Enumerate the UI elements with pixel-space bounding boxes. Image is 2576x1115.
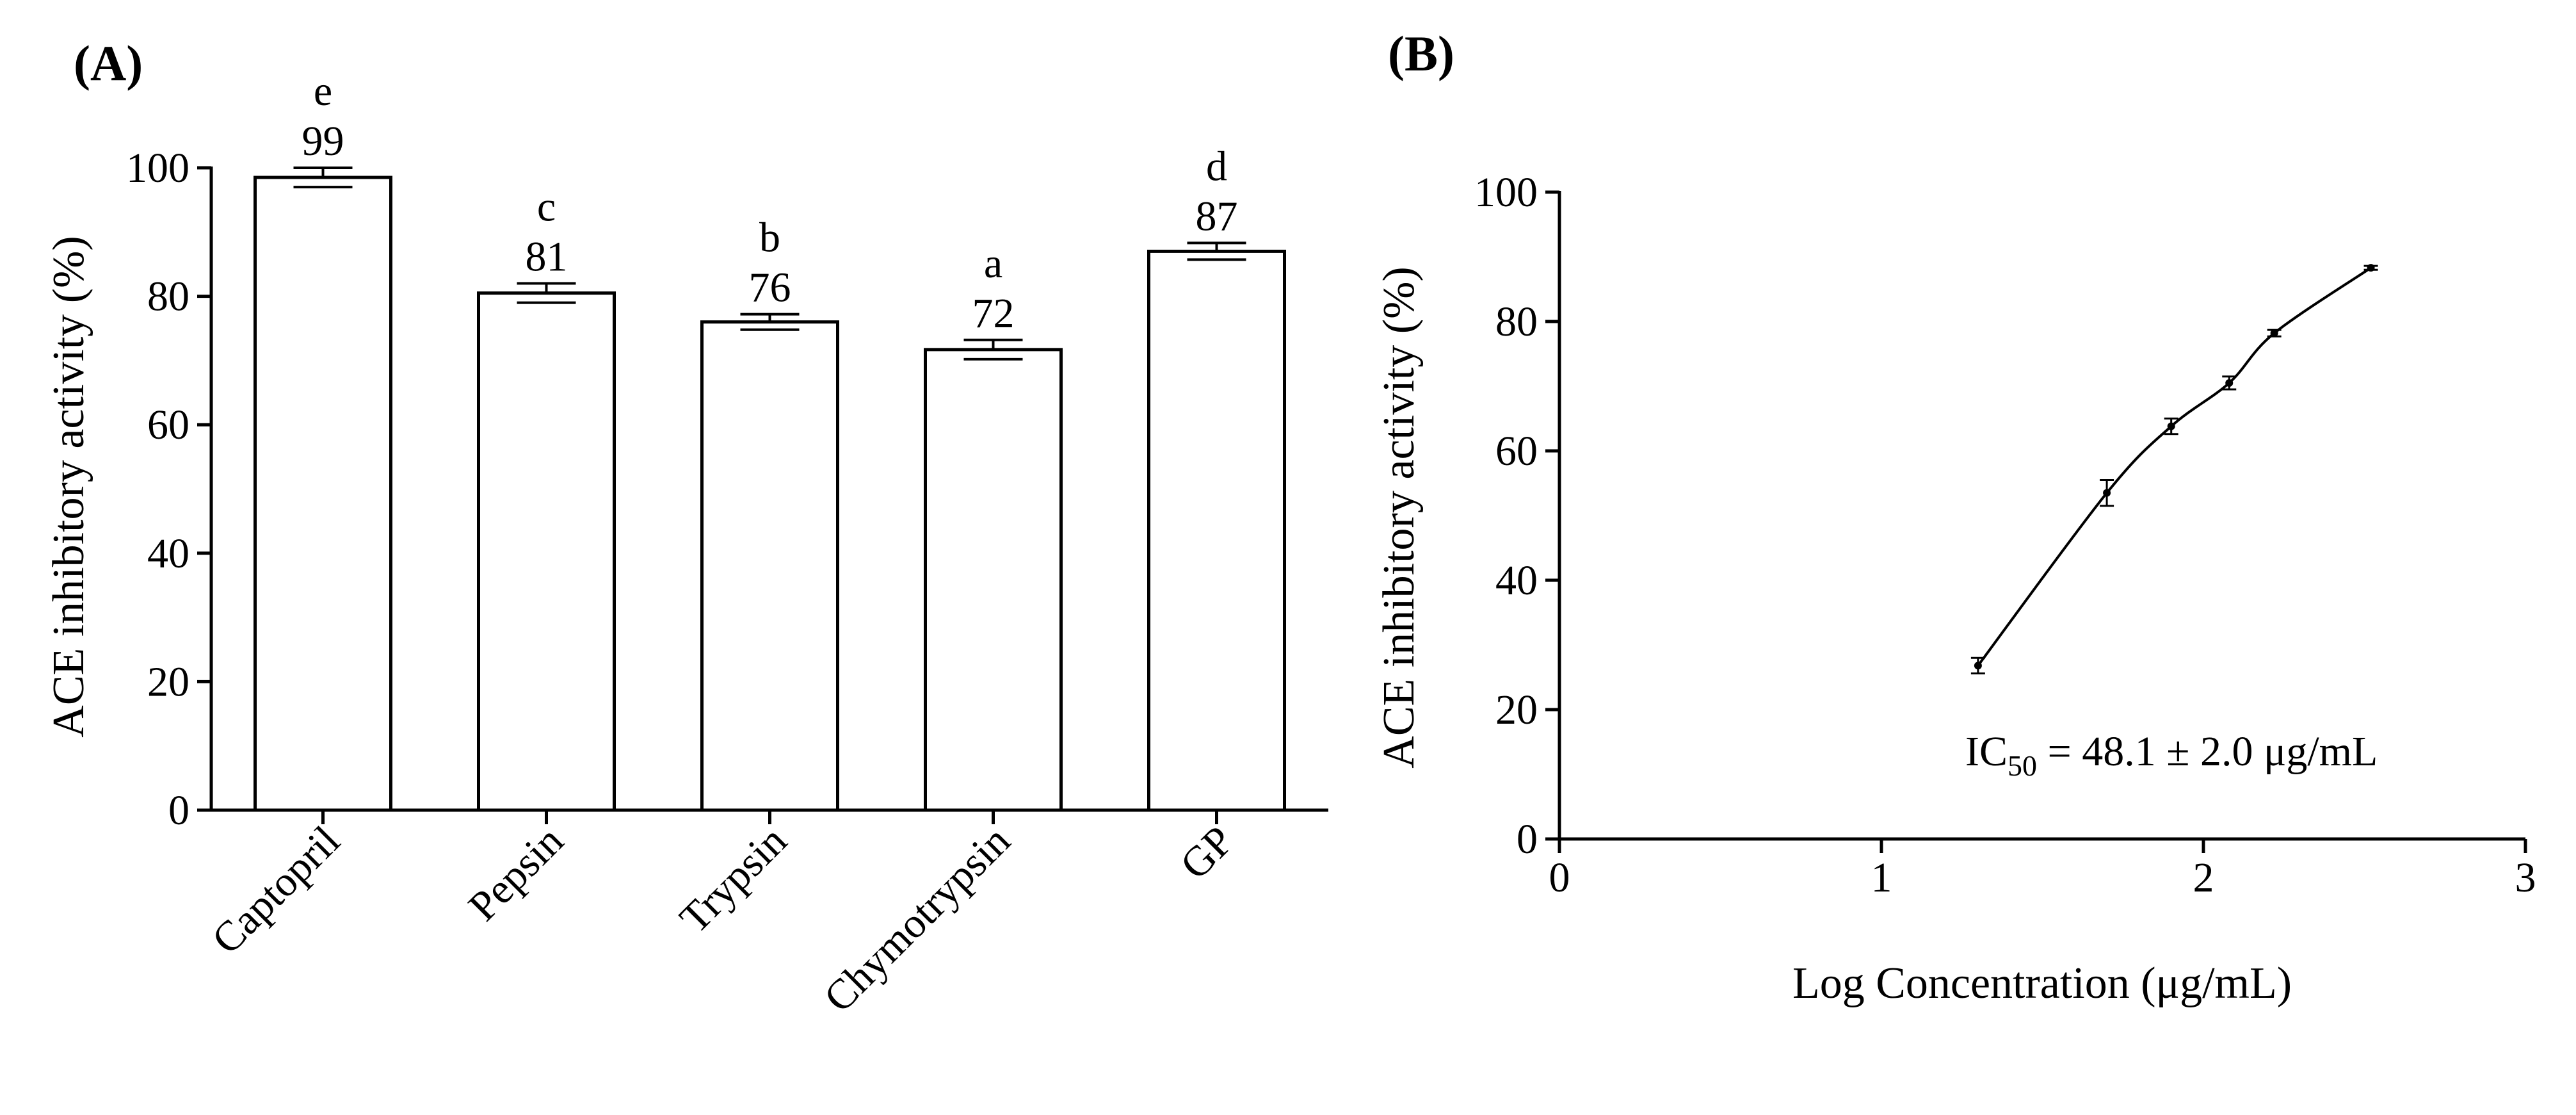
bar bbox=[1147, 249, 1286, 812]
significance-letter: b bbox=[759, 215, 780, 261]
panel-a-x-tick-label: Captopril bbox=[203, 817, 349, 963]
data-point bbox=[2167, 422, 2175, 430]
panel-a-y-tick-label: 100 bbox=[126, 145, 189, 191]
panel-b-ticks: 0 20 40 60 80 100 0 1 2 3 bbox=[1474, 169, 2536, 901]
panel-b-y-tick-label: 60 bbox=[1495, 428, 1538, 475]
panel-a-y-tick-label: 40 bbox=[147, 530, 189, 577]
bar-value-label: 81 bbox=[526, 234, 568, 281]
significance-letter: e bbox=[314, 68, 332, 115]
panel-a-x-tick-labels: Captopril Pepsin Trypsin Chymotrypsin GP bbox=[203, 817, 1243, 1021]
panel-a-y-tick-label: 80 bbox=[147, 273, 189, 320]
panel-b-x-tick-label: 1 bbox=[1871, 854, 1892, 901]
significance-letter: c bbox=[537, 184, 556, 231]
panel-b-y-tick-label: 40 bbox=[1495, 557, 1538, 604]
bar-value-label: 72 bbox=[972, 290, 1015, 337]
significance-letter: d bbox=[1206, 143, 1227, 190]
panel-a-bars: 99e 81c 76b 72a 87d bbox=[254, 68, 1286, 824]
data-point bbox=[2270, 329, 2278, 338]
bar bbox=[254, 175, 392, 812]
panel-b-ic50-annotation: IC50 = 48.1 ± 2.0 μg/mL bbox=[1965, 728, 2378, 782]
ic50-subscript: 50 bbox=[2008, 749, 2037, 782]
panel-a-x-tick-label: Trypsin bbox=[671, 817, 796, 942]
ic50-suffix: = 48.1 ± 2.0 μg/mL bbox=[2037, 728, 2378, 775]
panel-b-x-tick-label: 2 bbox=[2193, 854, 2214, 901]
panel-a-y-tick-label: 20 bbox=[147, 658, 189, 705]
panel-a-y-tick-label: 60 bbox=[147, 402, 189, 448]
panel-b-y-axis-title: ACE inhibitory activity (%) bbox=[1374, 266, 1424, 768]
panel-b-x-axis-title: Log Concentration (μg/mL) bbox=[1792, 959, 2292, 1008]
panel-a-x-tick-label: GP bbox=[1171, 817, 1243, 888]
panel-b-x-tick-label: 3 bbox=[2515, 854, 2536, 901]
significance-letter: a bbox=[984, 240, 1002, 287]
panel-a-label: (A) bbox=[74, 35, 143, 91]
bar bbox=[477, 291, 616, 812]
panel-a-y-axis-title: ACE inhibitory activity (%) bbox=[44, 236, 93, 737]
bar-value-label: 87 bbox=[1196, 193, 1238, 240]
panel-b-y-tick-label: 0 bbox=[1517, 816, 1538, 863]
panel-a-y-ticks: 0 20 40 60 80 100 bbox=[126, 145, 211, 834]
panel-a-x-tick-label: Pepsin bbox=[460, 817, 572, 930]
panel-b-y-tick-label: 20 bbox=[1495, 687, 1538, 733]
data-point bbox=[2103, 489, 2111, 497]
panel-a-x-tick-label: Chymotrypsin bbox=[815, 817, 1019, 1021]
bar bbox=[924, 348, 1063, 812]
bar-value-label: 99 bbox=[302, 118, 344, 165]
data-point bbox=[2367, 264, 2375, 272]
panel-a-y-tick-label: 0 bbox=[168, 787, 189, 834]
data-point bbox=[2225, 378, 2234, 387]
panel-b-points bbox=[1970, 264, 2378, 674]
panel-a: (A) ACE inhibitory activity (%) 0 20 40 60 8… bbox=[44, 35, 1328, 1021]
bar-value-label: 76 bbox=[749, 265, 791, 311]
panel-b-label: (B) bbox=[1388, 26, 1454, 81]
panel-b-x-tick-label: 0 bbox=[1549, 854, 1570, 901]
bar bbox=[700, 320, 839, 812]
ic50-prefix: IC bbox=[1965, 728, 2008, 775]
data-point bbox=[1974, 662, 1982, 670]
panel-b-fit-curve bbox=[1977, 266, 2372, 667]
panel-b-y-tick-label: 80 bbox=[1495, 298, 1538, 345]
panel-b: (B) ACE inhibitory activity (%) Log Conc… bbox=[1374, 26, 2536, 1008]
panel-b-y-tick-label: 100 bbox=[1474, 169, 1538, 216]
